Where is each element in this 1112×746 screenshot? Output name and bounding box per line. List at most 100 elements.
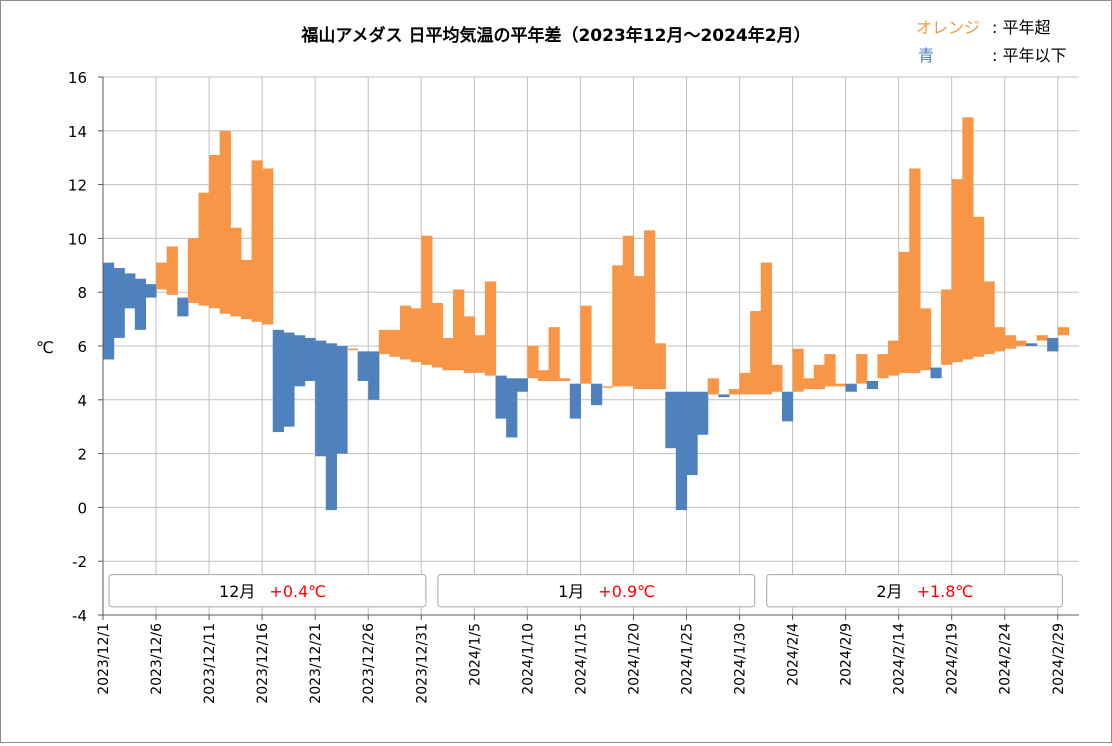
y-tick-label: 2 — [77, 446, 87, 464]
bar-below-normal — [124, 273, 136, 309]
x-tick-label: 2024/1/20 — [626, 623, 642, 695]
x-tick-label: 2023/12/21 — [308, 623, 324, 704]
bar-above-normal — [484, 281, 497, 376]
bar-above-normal — [760, 262, 772, 395]
bar-above-normal — [209, 155, 221, 309]
bar-below-normal — [591, 383, 603, 406]
month-summary-label: 12月 — [219, 582, 255, 601]
y-tick-label: 0 — [77, 499, 87, 517]
bar-above-normal — [707, 378, 719, 395]
bar-below-normal — [675, 391, 688, 511]
x-tick-label: 2023/12/1 — [96, 623, 112, 695]
bar-above-normal — [166, 246, 178, 295]
bar-above-normal — [835, 383, 847, 387]
bar-below-normal — [569, 383, 581, 419]
bar-above-normal — [156, 262, 168, 290]
bar-above-normal — [527, 346, 539, 379]
x-tick-label: 2024/2/9 — [839, 623, 855, 686]
bar-above-normal — [983, 281, 995, 355]
bar-above-normal — [187, 238, 200, 303]
bar-above-normal — [240, 259, 253, 320]
month-summary-delta: +1.8℃ — [917, 582, 974, 601]
bar-above-normal — [410, 308, 422, 363]
bar-above-normal — [824, 354, 836, 387]
y-tick-label: -2 — [72, 553, 87, 571]
y-tick-label: -4 — [72, 607, 87, 625]
bar-above-normal — [898, 251, 910, 373]
chart-title: 福山アメダス 日平均気温の平年差（2023年12月～2024年2月） — [300, 25, 810, 46]
x-tick-label: 2023/12/16 — [255, 623, 271, 704]
bar-above-normal — [230, 227, 242, 317]
x-tick-label: 2024/2/14 — [892, 623, 908, 695]
y-tick-label: 12 — [68, 177, 87, 195]
bar-below-normal — [686, 391, 698, 476]
bar-below-normal — [781, 391, 794, 422]
month-summary-box — [108, 574, 427, 608]
bar-below-normal — [145, 284, 157, 298]
bar-above-normal — [463, 316, 475, 373]
bar-below-normal — [134, 278, 147, 330]
y-tick-label: 8 — [77, 284, 87, 302]
bar-below-normal — [506, 378, 518, 438]
month-summary-delta: +0.9℃ — [598, 582, 655, 601]
x-tick-label: 2023/12/26 — [361, 623, 377, 704]
bar-below-normal — [304, 337, 316, 381]
month-summary-box — [437, 574, 756, 608]
bar-above-normal — [1015, 340, 1027, 346]
legend-below-text: : 平年以下 — [992, 46, 1066, 65]
month-summary-label: 2月 — [876, 582, 902, 601]
bar-above-normal — [548, 327, 560, 381]
month-summary-delta: +0.4℃ — [269, 582, 326, 601]
bar-below-normal — [866, 380, 879, 390]
x-tick-label: 2024/2/19 — [945, 623, 961, 695]
bar-above-normal — [750, 311, 762, 395]
legend-below-color-label: 青 — [918, 46, 934, 65]
month-summary-box — [766, 574, 1063, 608]
bar-above-normal — [453, 289, 465, 371]
bar-above-normal — [888, 340, 900, 376]
bar-above-normal — [962, 117, 974, 360]
bar-above-normal — [347, 348, 359, 351]
bar-below-normal — [1025, 343, 1038, 346]
bar-above-normal — [601, 386, 613, 388]
bar-above-normal — [474, 335, 486, 373]
bar-above-normal — [537, 370, 550, 381]
bar-above-normal — [1004, 335, 1016, 349]
x-tick-label: 2024/2/24 — [998, 623, 1014, 695]
bar-above-normal — [219, 130, 231, 314]
bar-above-normal — [198, 192, 210, 306]
bar-above-normal — [972, 216, 985, 357]
axes — [98, 76, 1079, 620]
bar-above-normal — [1036, 335, 1048, 341]
bar-below-normal — [336, 346, 348, 454]
x-tick-label: 2023/12/11 — [202, 623, 218, 704]
bar-above-normal — [378, 329, 391, 355]
bar-above-normal — [559, 378, 571, 381]
month-summary-label: 1月 — [558, 582, 584, 601]
bar-below-normal — [495, 375, 507, 419]
bar-above-normal — [792, 348, 804, 392]
bar-below-normal — [315, 340, 327, 457]
bar-above-normal — [251, 160, 263, 322]
bar-below-normal — [357, 351, 369, 381]
bar-above-normal — [421, 235, 433, 365]
bar-below-normal — [845, 383, 857, 392]
y-tick-label: 6 — [77, 338, 87, 356]
bar-above-normal — [941, 289, 953, 365]
bar-above-normal — [803, 378, 815, 390]
bar-above-normal — [739, 372, 751, 395]
bar-above-normal — [856, 354, 868, 384]
bar-above-normal — [1057, 327, 1069, 336]
x-tick-label: 2024/2/29 — [1051, 623, 1067, 695]
bar-above-normal — [431, 302, 444, 368]
bar-above-normal — [654, 343, 666, 390]
bar-above-normal — [622, 235, 635, 387]
y-tick-label: 10 — [68, 230, 87, 248]
y-tick-label: 4 — [77, 392, 87, 410]
x-tick-label: 2023/12/31 — [414, 623, 430, 704]
y-axis-label: ℃ — [36, 338, 54, 357]
bar-below-normal — [283, 332, 295, 427]
bar-below-normal — [697, 391, 709, 435]
bar-above-normal — [877, 354, 889, 379]
